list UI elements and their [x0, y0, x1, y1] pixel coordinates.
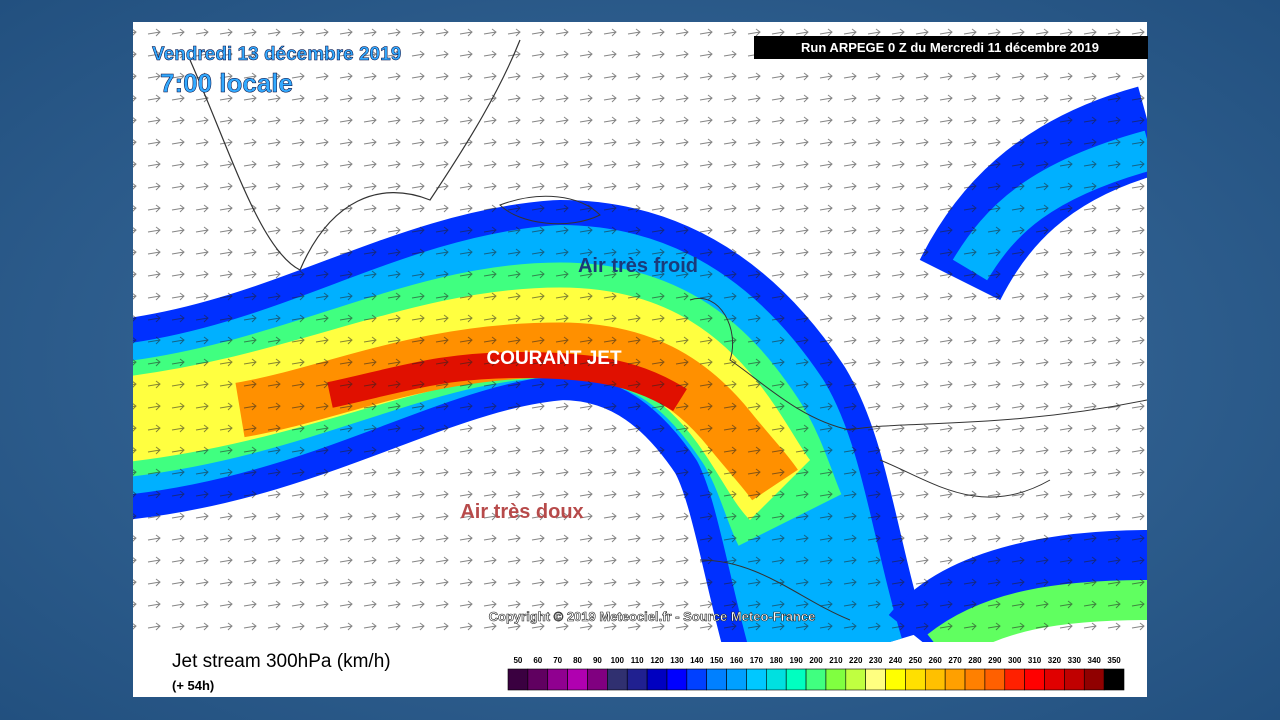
scale-label: 300 — [1008, 656, 1022, 665]
scale-swatch — [1024, 668, 1045, 691]
scale-swatch — [885, 668, 906, 691]
scale-label: 340 — [1088, 656, 1102, 665]
scale-label: 180 — [770, 656, 784, 665]
scale-label: 100 — [611, 656, 625, 665]
run-text: Run ARPEGE 0 Z du Mercredi 11 décembre 2… — [801, 40, 1099, 55]
scale-swatch — [825, 668, 847, 691]
scale-label: 120 — [650, 656, 664, 665]
scale-swatch — [686, 668, 708, 691]
scale-label: 270 — [948, 656, 962, 665]
scale-swatch — [1044, 668, 1065, 691]
scale-label: 160 — [730, 656, 744, 665]
scale-swatch — [726, 668, 747, 691]
scale-swatch — [785, 668, 807, 691]
scale-label: 210 — [829, 656, 843, 665]
scale-swatch — [607, 668, 628, 691]
scale-label: 220 — [849, 656, 863, 665]
date: Vendredi 13 décembre 2019 — [152, 44, 401, 65]
scale-label: 260 — [929, 656, 943, 665]
jet-field — [133, 22, 1147, 642]
scale-swatch — [646, 668, 668, 691]
legend-title: Jet stream 300hPa (km/h) — [172, 651, 391, 672]
scale-label: 320 — [1048, 656, 1062, 665]
scale-label: 190 — [789, 656, 803, 665]
scale-label: 350 — [1107, 656, 1121, 665]
scale-swatch — [706, 668, 727, 691]
scale-swatch — [547, 668, 568, 691]
scale-label: 170 — [750, 656, 764, 665]
scale-label: 70 — [553, 656, 562, 665]
scale-label: 60 — [533, 656, 542, 665]
scale-swatch — [666, 668, 688, 691]
color-scale: 50 60 70 80 90 100 110 120 130 140 150 160 170 180 190… — [507, 656, 1125, 691]
scale-swatch — [1083, 668, 1105, 691]
scale-label: 290 — [988, 656, 1002, 665]
scale-swatch — [1064, 668, 1085, 691]
scale-swatch — [746, 668, 767, 691]
scale-label: 310 — [1028, 656, 1042, 665]
scale-swatch — [567, 668, 588, 691]
scale-swatch — [626, 668, 648, 691]
scale-swatch — [587, 668, 608, 691]
scale-label: 80 — [573, 656, 582, 665]
copyright: Copyright © 2019 Meteociel.fr - Source M… — [489, 609, 816, 624]
scale-label: 140 — [690, 656, 704, 665]
scale-label: 50 — [513, 656, 522, 665]
jet-label: COURANT JET — [486, 348, 622, 369]
time: 7:00 locale — [160, 68, 293, 98]
scale-label: 240 — [889, 656, 903, 665]
scale-label: 250 — [909, 656, 923, 665]
scale-swatch — [507, 668, 529, 691]
scale-swatch — [805, 668, 827, 691]
scale-swatch — [1103, 668, 1125, 691]
run-banner — [754, 36, 1148, 59]
scale-label: 130 — [670, 656, 684, 665]
scale-swatch — [1004, 668, 1025, 691]
scale-label: 280 — [968, 656, 982, 665]
scale-swatch — [865, 668, 886, 691]
scale-swatch — [944, 668, 966, 691]
lead-time: (+ 54h) — [172, 678, 214, 693]
scale-swatch — [527, 668, 549, 691]
scale-swatch — [905, 668, 926, 691]
scale-swatch — [964, 668, 986, 691]
scale-label: 230 — [869, 656, 883, 665]
scale-swatch — [984, 668, 1006, 691]
scale-label: 330 — [1068, 656, 1082, 665]
scale-label: 200 — [809, 656, 823, 665]
scale-label: 110 — [631, 656, 644, 665]
scale-label: 90 — [593, 656, 602, 665]
cold-air-label: Air très froid — [578, 255, 698, 277]
scale-label: 150 — [710, 656, 724, 665]
warm-air-label: Air très doux — [460, 501, 583, 523]
scale-swatch — [924, 668, 946, 691]
scale-swatch — [845, 668, 866, 691]
scale-swatch — [766, 668, 787, 691]
